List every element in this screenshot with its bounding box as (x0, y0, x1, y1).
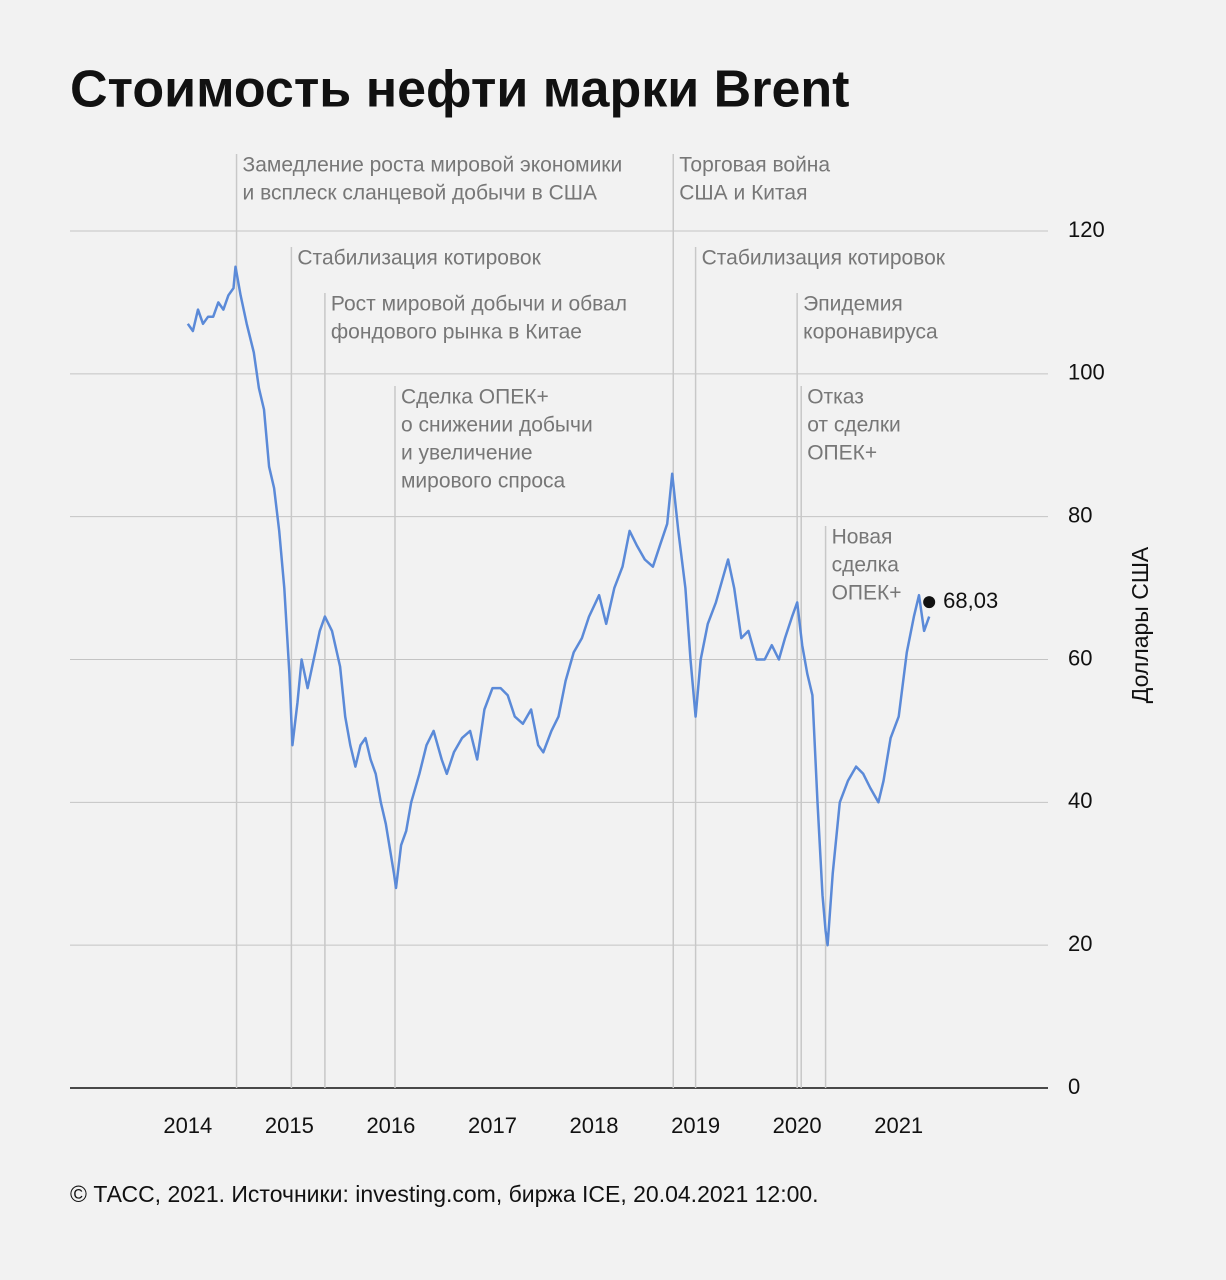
y-tick-label: 0 (1068, 1074, 1080, 1099)
annotation-text: о снижении добычи (401, 414, 593, 437)
data-line (186, 265, 931, 947)
last-value-label: 68,03 (943, 588, 998, 613)
y-tick-label: 40 (1068, 788, 1092, 813)
x-tick-label: 2014 (163, 1113, 212, 1138)
annotation-text: Рост мировой добычи и обвал (331, 293, 627, 316)
annotation-text: Новая (832, 526, 893, 549)
x-tick-label: 2016 (366, 1113, 415, 1138)
y-tick-label: 80 (1068, 502, 1092, 527)
annotation-text: Сделка ОПЕК+ (401, 386, 549, 409)
y-tick-label: 120 (1068, 217, 1105, 242)
last-point (923, 596, 936, 609)
annotation-text: и всплеск сланцевой добычи в США (243, 182, 597, 205)
annotation-text: от сделки (807, 414, 901, 437)
x-tick-label: 2017 (468, 1113, 517, 1138)
annotation-text: и увеличение (401, 442, 533, 465)
annotation-text: Замедление роста мировой экономики (243, 154, 623, 177)
y-tick-label: 20 (1068, 931, 1092, 956)
chart-title: Стоимость нефти марки Brent (70, 61, 849, 119)
y-tick-label: 60 (1068, 645, 1092, 670)
source: © ТАСС, 2021. Источники: investing.com, … (70, 1181, 819, 1207)
annotation-text: фондового рынка в Китае (331, 321, 582, 344)
annotation-text: Отказ (807, 386, 864, 409)
annotation-text: Стабилизация котировок (297, 247, 541, 270)
y-tick-label: 100 (1068, 360, 1105, 385)
annotation-text: мирового спроса (401, 470, 566, 493)
x-tick-label: 2015 (265, 1113, 314, 1138)
annotation-text: коронавируса (803, 321, 938, 344)
annotation-text: Эпидемия (803, 293, 903, 316)
annotation-text: Стабилизация котировок (702, 247, 946, 270)
annotation-text: сделка (832, 554, 900, 577)
x-tick-label: 2020 (773, 1113, 822, 1138)
y-axis-label: Доллары США (1127, 546, 1153, 703)
annotation-text: ОПЕК+ (807, 442, 877, 465)
annotation-text: ОПЕК+ (832, 582, 902, 605)
annotation-text: США и Китая (679, 182, 807, 205)
x-tick-label: 2019 (671, 1113, 720, 1138)
x-tick-label: 2018 (570, 1113, 619, 1138)
x-tick-label: 2021 (874, 1113, 923, 1138)
annotation-text: Торговая война (679, 154, 830, 177)
